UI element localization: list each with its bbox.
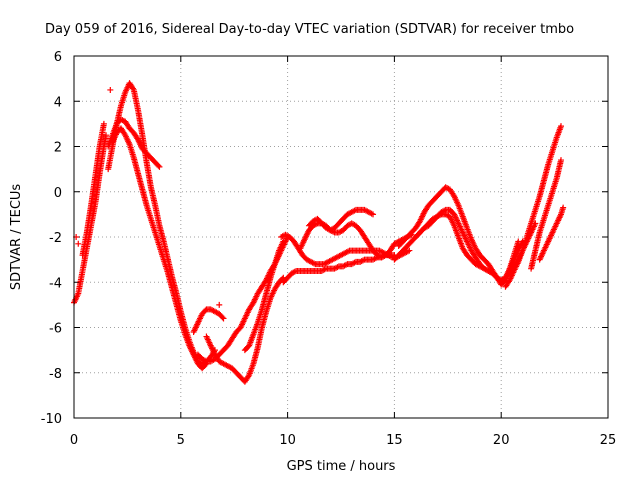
data-point (155, 162, 162, 169)
y-tick-label: -2 (49, 231, 62, 246)
x-axis-label: GPS time / hours (287, 459, 396, 474)
y-axis-label: SDTVAR / TECUs (9, 184, 24, 291)
series-arc-9 (241, 238, 287, 354)
data-point (558, 157, 565, 164)
series-arc-8 (190, 306, 227, 336)
x-tick-label: 15 (386, 433, 403, 448)
data-point (75, 240, 82, 247)
y-tick-label: 2 (54, 141, 62, 156)
y-tick-label: 4 (54, 95, 62, 110)
chart-title: Day 059 of 2016, Sidereal Day-to-day VTE… (45, 22, 574, 37)
data-point (103, 132, 110, 139)
axis-tick-labels: 0 5 10 15 20 25 -10 -8 -6 -4 -2 0 2 4 6 (41, 50, 617, 448)
series-arc-2 (79, 120, 107, 259)
series-arc-7 (203, 274, 287, 385)
data-point (560, 204, 567, 211)
data-point (280, 238, 287, 245)
x-tick-label: 5 (177, 433, 185, 448)
series-arc-18 (528, 157, 565, 272)
plot-frame (73, 55, 609, 419)
y-tick-label: -10 (41, 412, 62, 427)
series-arc-17 (502, 123, 565, 290)
y-tick-label: -8 (49, 367, 62, 382)
x-tick-label: 20 (493, 433, 510, 448)
data-point (107, 86, 114, 93)
y-tick-label: 6 (54, 50, 62, 65)
series-arc-13 (305, 206, 377, 234)
series-outliers (73, 86, 223, 308)
data-point (129, 85, 136, 92)
data-points (71, 80, 567, 385)
data-point (370, 211, 377, 218)
data-point (515, 238, 522, 245)
x-tick-label: 0 (70, 433, 78, 448)
data-point (406, 247, 413, 254)
series-arc-19 (536, 204, 567, 263)
data-point (156, 163, 163, 170)
data-point (219, 314, 226, 321)
x-tick-label: 10 (279, 433, 296, 448)
series-arc-4 (105, 116, 163, 170)
series-arc-3 (105, 80, 218, 367)
data-point (216, 301, 223, 308)
y-tick-label: 0 (54, 186, 62, 201)
series-arc-5 (109, 125, 210, 372)
y-tick-label: -4 (49, 276, 62, 291)
data-point (220, 315, 227, 322)
data-point (558, 123, 565, 130)
data-point (100, 120, 107, 127)
x-tick-label: 25 (600, 433, 617, 448)
y-tick-label: -6 (49, 322, 62, 337)
